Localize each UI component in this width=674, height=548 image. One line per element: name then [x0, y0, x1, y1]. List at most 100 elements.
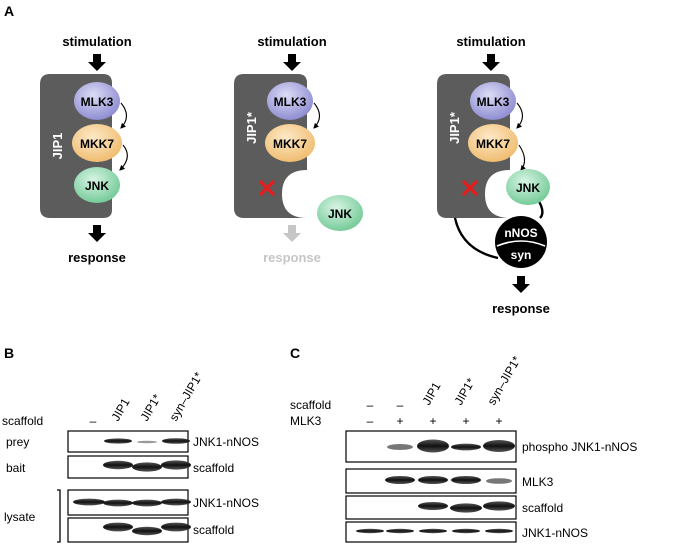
- mkk7-label: MKK7: [80, 137, 114, 151]
- nnos-label: nNOS: [504, 226, 537, 240]
- panel-b-row-header: scaffold: [2, 414, 43, 428]
- panel-c-mlk3-1: –: [367, 414, 374, 428]
- activation-arrow-3a: [516, 102, 524, 129]
- panel-c-lane-3: JIP1: [419, 379, 443, 407]
- band: [418, 502, 448, 510]
- panel-c-header-scaffold: scaffold: [290, 398, 331, 412]
- panel-c-right-4: JNK1-nNOS: [522, 526, 588, 540]
- blot-c-jnk: [345, 521, 517, 543]
- activation-arrow-3b: [518, 144, 526, 171]
- panel-b-label: B: [4, 345, 14, 361]
- panel-c-bands: [356, 439, 515, 534]
- diagram-3: stimulation JIP1* MLK3 MKK7 JNK nNOS syn…: [437, 34, 550, 316]
- free-jnk-label: JNK: [328, 207, 352, 221]
- band: [356, 528, 384, 534]
- panel-c-mlk3-3: +: [429, 414, 436, 428]
- stimulation-arrow-1: [88, 54, 106, 71]
- panel-b-lane-4: syn–JIP1*: [166, 369, 205, 423]
- panel-b-row-labels: prey bait JNK1-nNOS scaffold JNK1-nNOS s…: [4, 435, 259, 537]
- response-label-1: response: [68, 250, 126, 265]
- diagram-1: stimulation JIP1 MLK3 MKK7 JNK response: [40, 34, 132, 265]
- panel-b-lysate-label: lysate: [4, 510, 36, 524]
- band: [419, 528, 447, 534]
- band: [417, 439, 449, 453]
- band: [418, 476, 448, 484]
- band: [104, 438, 132, 444]
- panel-b-right-3: JNK1-nNOS: [193, 496, 259, 510]
- panel-c-mlk3-4: +: [462, 414, 469, 428]
- panel-c-right-1: phospho JNK1-nNOS: [522, 440, 637, 454]
- response-arrow-3: [512, 276, 530, 293]
- stimulation-arrow-2: [283, 54, 301, 71]
- band: [161, 522, 191, 532]
- panel-b-lane-3: JIP1*: [137, 391, 164, 423]
- mkk7-node: [72, 124, 122, 162]
- band: [485, 528, 513, 534]
- panel-b-lane-1: –: [90, 414, 97, 428]
- scaffold-label-3: JIP1*: [447, 111, 462, 144]
- jnk-label: JNK: [85, 179, 109, 193]
- scaffold-label-2: JIP1*: [244, 111, 259, 144]
- band: [132, 462, 162, 472]
- blot-b-lysate-scaffold: [67, 517, 189, 543]
- jnk-node: [74, 167, 120, 203]
- panel-c-lane-2: –: [397, 398, 404, 412]
- band: [162, 438, 190, 444]
- nnos-syn-divider: [496, 240, 546, 247]
- band: [451, 476, 481, 484]
- stimulation-arrow-3: [482, 54, 500, 71]
- response-arrow-1: [88, 225, 106, 242]
- band: [386, 528, 414, 534]
- panel-b-left-prey: prey: [6, 435, 29, 449]
- mlk3-node-3: [470, 82, 516, 120]
- panel-c-lane-1: –: [367, 398, 374, 412]
- panel-c-mlk3-2: +: [396, 414, 403, 428]
- panel-a-label: A: [4, 3, 14, 19]
- panel-c-blots: [345, 430, 517, 543]
- band: [450, 503, 482, 513]
- panel-c-mlk3-5: +: [495, 414, 502, 428]
- lysate-bracket: [57, 489, 61, 543]
- stimulation-label-2: stimulation: [257, 34, 326, 49]
- jnk-label-3: JNK: [516, 181, 540, 195]
- band: [385, 476, 415, 484]
- panel-c-headers: scaffold MLK3 – – JIP1 JIP1* syn–JIP1* –…: [290, 353, 524, 428]
- panel-c-lane-4: JIP1*: [451, 375, 478, 407]
- scaffold-label-1: JIP1: [50, 133, 65, 160]
- band: [73, 498, 105, 506]
- panel-c-right-3: scaffold: [522, 501, 563, 515]
- mlk3-node-2: [267, 82, 313, 120]
- band: [483, 440, 515, 452]
- band: [103, 522, 133, 532]
- free-jnk-node: [317, 195, 363, 231]
- syn-label: syn: [511, 248, 532, 262]
- mkk7-label-2: MKK7: [273, 137, 307, 151]
- band: [103, 460, 133, 470]
- band: [451, 443, 481, 451]
- band: [137, 440, 157, 444]
- band: [132, 499, 162, 507]
- mlk3-label-2: MLK3: [274, 95, 307, 109]
- stimulation-label-1: stimulation: [62, 34, 131, 49]
- activation-arrow-1b: [119, 144, 128, 171]
- panel-b-right-1: JNK1-nNOS: [193, 435, 259, 449]
- blot-c-scaffold: [345, 495, 517, 520]
- panel-b-right-4: scaffold: [193, 523, 234, 537]
- mkk7-node-3: [468, 124, 518, 162]
- band: [486, 478, 512, 484]
- mlk3-label-3: MLK3: [477, 95, 510, 109]
- response-label-3: response: [492, 301, 550, 316]
- panel-b-right-2: scaffold: [193, 461, 234, 475]
- panel-c-label: C: [290, 345, 300, 361]
- band: [483, 501, 515, 511]
- mkk7-node-2: [265, 124, 315, 162]
- panel-c-right-2: MLK3: [522, 475, 554, 489]
- nnos-syn-node: [495, 216, 547, 268]
- blot-c-phospho: [345, 430, 517, 463]
- jnk-node-3: [506, 169, 550, 205]
- band: [161, 498, 191, 506]
- mkk7-label-3: MKK7: [476, 137, 510, 151]
- diagram-2: stimulation JIP1* MLK3 MKK7 JNK response: [234, 34, 363, 265]
- activation-arrow-1a: [120, 102, 128, 129]
